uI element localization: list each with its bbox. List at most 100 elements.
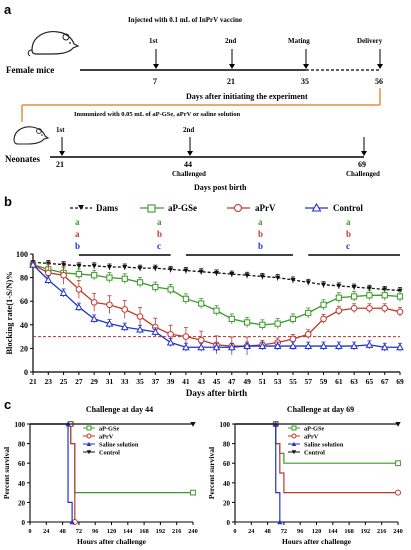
data-point [320, 282, 327, 288]
data-point [382, 287, 388, 292]
data-point [182, 333, 190, 340]
data-point [136, 313, 144, 320]
x-tick-label: 192 [361, 528, 370, 535]
data-point [258, 341, 267, 350]
x-tick-label: 144 [123, 528, 133, 535]
data-point [243, 341, 251, 350]
x-tick-label: 69 [396, 377, 404, 386]
survival-series-aprv [30, 421, 78, 525]
y-axis-label: Blocking rate(1-S/N)% [4, 271, 14, 354]
data-point [198, 269, 204, 275]
female-axis-label: Days after initiating the experiment [186, 92, 308, 101]
sig-g1-b: b [75, 241, 81, 251]
data-point [289, 335, 297, 343]
sig-g1-a2: a [75, 229, 80, 239]
neonate-arrow-2 [187, 137, 193, 156]
x-tick-label: 59 [320, 377, 328, 386]
legend-marker [291, 441, 297, 446]
female-arrow-4 [377, 49, 383, 69]
legend-control-label: Control [333, 203, 363, 213]
sig-g2-a2: b [157, 229, 163, 239]
data-point [244, 273, 250, 278]
legend-label: aPrV [99, 434, 114, 441]
legend-marker [86, 441, 92, 446]
data-point [120, 323, 129, 331]
x-tick-label: 29 [90, 377, 98, 386]
data-point [351, 293, 358, 300]
legend-label: aP-GSe [99, 426, 119, 433]
survival-line [235, 423, 281, 522]
series-control [29, 260, 404, 352]
survival-point [277, 519, 283, 525]
x-tick-label: 216 [377, 528, 386, 535]
y-tick-label: 0 [227, 519, 231, 527]
y-tick-label: 20 [20, 344, 28, 353]
survival-point [190, 489, 196, 496]
data-point [60, 262, 67, 268]
data-point [90, 299, 98, 306]
neonate-mark-3-day: 69 [358, 160, 366, 169]
x-tick-label: 24 [43, 528, 50, 535]
y-tick-label: 20 [18, 499, 26, 507]
data-point [289, 315, 297, 323]
data-point [397, 288, 403, 294]
neonate-mark-3-note: Challenged [346, 170, 380, 178]
survival-series-saline-solution [30, 421, 75, 525]
x-tick-label: 120 [107, 528, 116, 535]
female-arrow-1 [153, 49, 159, 69]
y-tick-label: 80 [20, 274, 28, 283]
x-tick-label: 41 [182, 377, 190, 386]
legend-control-marker [305, 202, 328, 212]
legend-dams-label: Dams [96, 203, 118, 213]
y-tick-label: 40 [223, 480, 231, 488]
x-tick-label: 53 [274, 377, 282, 386]
survival-line [30, 423, 73, 522]
immunize-note: Immunized with 0.05 mL of aP-GSe, aPrV o… [74, 111, 241, 118]
blocking-rate-chart: 0 20 40 60 80 100 21 23 25 27 29 31 33 35 37 39 41 43 45 47… [4, 250, 404, 398]
data-point [212, 343, 221, 351]
survival-chart-day69: Challenge at day 69 0 20 40 60 80 100 0 24 48 72 96… [207, 405, 403, 546]
x-axis-label: Hours after challenge [77, 537, 147, 546]
female-mark-4-day: 56 [375, 77, 383, 86]
x-tick-label: 0 [28, 528, 31, 535]
survival-point [395, 422, 401, 427]
data-point [198, 300, 205, 307]
x-tick-label: 33 [121, 377, 129, 386]
x-tick-label: 240 [188, 528, 197, 535]
female-mark-2-top: 2nd [225, 37, 237, 45]
x-tick-label: 31 [106, 377, 114, 386]
x-tick-label: 168 [344, 528, 353, 535]
data-point [213, 270, 220, 276]
panel-c-letter: c [4, 397, 12, 412]
data-point [76, 263, 82, 269]
data-point [167, 330, 174, 338]
legend-marker [86, 425, 92, 431]
data-point [305, 309, 312, 317]
data-point [29, 260, 37, 268]
neonate-timeline [50, 137, 367, 158]
data-point [91, 263, 97, 269]
data-point [320, 301, 327, 308]
x-tick-label: 39 [167, 377, 175, 386]
legend-marker [291, 450, 297, 455]
neonate-arrow-1 [59, 137, 65, 156]
x-tick-label: 72 [76, 528, 82, 535]
data-point [227, 343, 236, 351]
y-tick-label: 80 [18, 441, 26, 449]
x-tick-label: 48 [59, 528, 65, 535]
series-line [32, 261, 401, 292]
data-point [75, 270, 82, 278]
data-point [105, 319, 114, 327]
survival-series-saline-solution [235, 421, 283, 525]
survival-chart-day44: Challenge at day 44 0 20 40 60 80 100 0 24 48 72 96… [2, 405, 198, 546]
x-tick-label: 67 [381, 377, 389, 386]
y-tick-label: 80 [223, 441, 231, 449]
female-mark-2-day: 21 [227, 77, 235, 86]
legend-apgse-label: aP-GSe [168, 203, 197, 213]
x-tick-label: 57 [305, 377, 313, 386]
x-tick-label: 65 [366, 377, 374, 386]
data-point [350, 341, 358, 350]
sig-g3-a2: b [258, 229, 264, 239]
female-mark-3-top: Mating [288, 37, 310, 45]
data-point [320, 315, 327, 323]
